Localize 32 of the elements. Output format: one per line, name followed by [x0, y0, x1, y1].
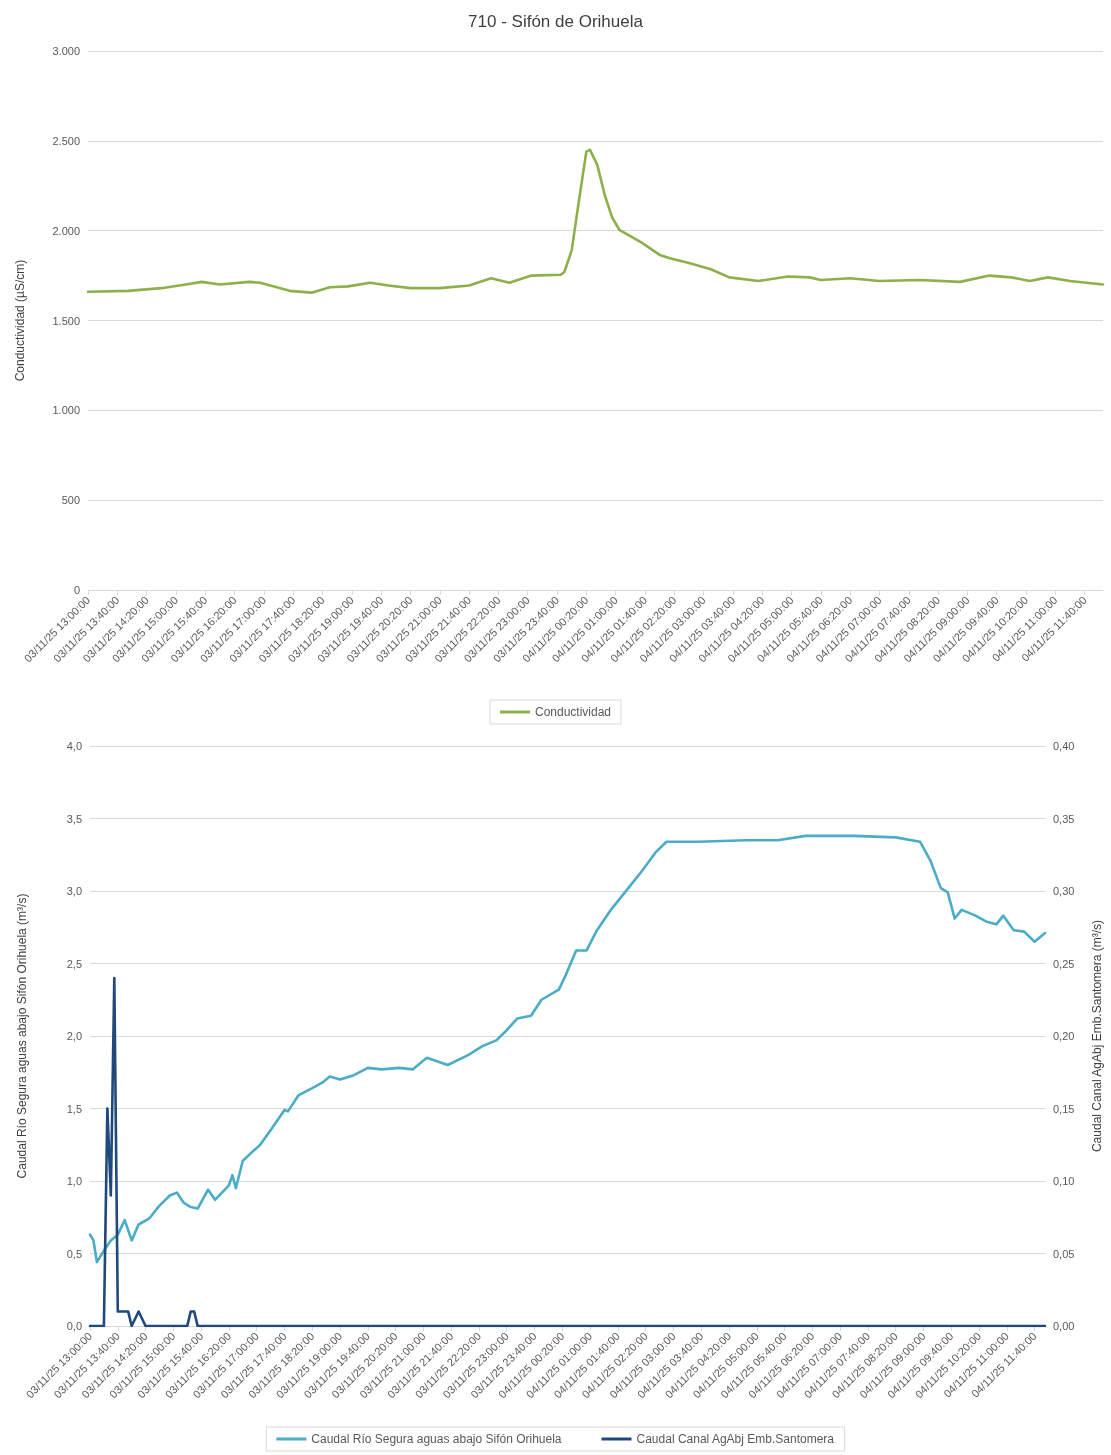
- y-tick-label: 0,0: [66, 1320, 82, 1332]
- y-tick-label: 4,0: [66, 740, 82, 752]
- y-tick-label: 1,5: [66, 1102, 82, 1115]
- y2-tick-label: 0,20: [1053, 1030, 1075, 1042]
- y-tick-label: 2.000: [52, 224, 80, 237]
- y2-tick-label: 0,40: [1053, 740, 1075, 752]
- y-tick-label: 1,0: [66, 1175, 82, 1187]
- y-tick-label: 2,5: [66, 957, 82, 970]
- y-axis-title: Conductividad (µS/cm): [13, 259, 27, 382]
- y2-tick-label: 0,30: [1053, 885, 1075, 897]
- y-tick-label: 2.500: [52, 134, 80, 147]
- y2-tick-label: 0,10: [1053, 1175, 1075, 1187]
- y-tick-label: 500: [61, 494, 80, 507]
- chart-title: 710 - Sifón de Orihuela: [468, 12, 644, 31]
- y2-tick-label: 0,35: [1053, 812, 1075, 825]
- y-tick-label: 0: [73, 584, 80, 596]
- y-tick-label: 1.000: [52, 404, 80, 417]
- y-tick-label: 2,0: [66, 1030, 82, 1042]
- y-tick-label: 3,5: [66, 812, 82, 825]
- y-tick-label: 3,0: [66, 885, 82, 897]
- legend-label: Caudal Canal AgAbj Emb.Santomera: [636, 1432, 835, 1446]
- y2-axis-title: Caudal Canal AgAbj Emb.Santomera (m³/s): [1090, 919, 1104, 1153]
- y2-tick-label: 0,15: [1053, 1102, 1075, 1115]
- y2-tick-label: 0,25: [1053, 957, 1075, 970]
- y2-tick-label: 0,00: [1053, 1320, 1075, 1332]
- y-tick-label: 3.000: [52, 45, 80, 57]
- legend-label: Conductividad: [534, 705, 612, 719]
- legend-label: Caudal Río Segura aguas abajo Sifón Orihuela: [311, 1432, 562, 1446]
- y2-tick-label: 0,05: [1053, 1247, 1075, 1260]
- y-tick-label: 0,5: [66, 1247, 82, 1260]
- y-tick-label: 1.500: [52, 314, 80, 327]
- y-axis-title: Caudal Río Segura aguas abajo Sifón Orihuela (m³/s): [15, 893, 29, 1179]
